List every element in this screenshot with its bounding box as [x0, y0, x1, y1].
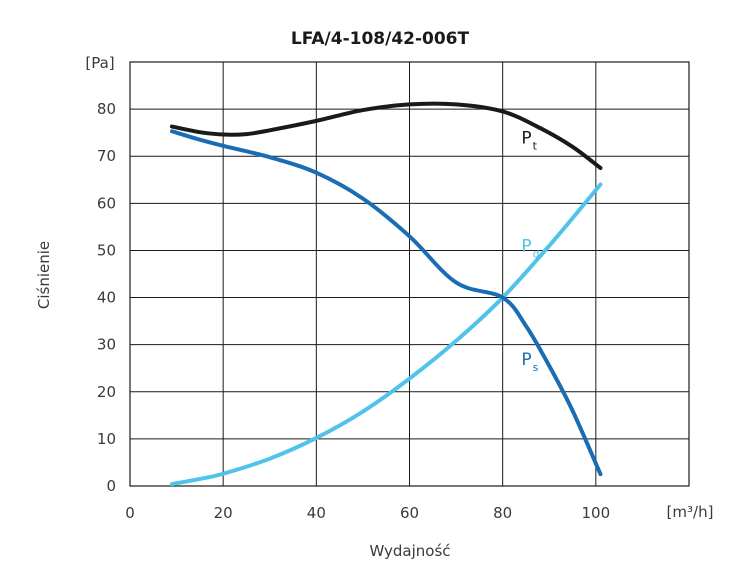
chart-title: LFA/4-108/42-006T [291, 29, 470, 49]
series-lines [169, 101, 603, 487]
series-line-pd [169, 182, 603, 487]
series-label-pt: Pt [521, 128, 537, 152]
y-tick-label: 80 [97, 100, 116, 118]
series-label-pd: Pd [521, 237, 539, 261]
y-tick-label: 20 [97, 383, 116, 401]
x-tick-label: 80 [493, 504, 512, 522]
x-tick-label: 60 [400, 504, 419, 522]
y-tick-label: 30 [97, 336, 116, 354]
y-axis-ticks: 0 10 20 30 40 50 60 70 80 [97, 100, 116, 495]
x-tick-label: 0 [125, 504, 135, 522]
y-axis-unit: [Pa] [85, 54, 114, 72]
y-axis-label: Ciśnienie [35, 241, 53, 309]
y-tick-label: 10 [97, 430, 116, 448]
x-axis-label: Wydajność [369, 542, 450, 560]
x-axis-ticks: 0 20 40 60 80 100 [125, 504, 610, 522]
series-labels: Pt Pd Ps [521, 128, 539, 373]
series-line-ps [169, 129, 603, 477]
y-tick-label: 70 [97, 147, 116, 165]
x-tick-label: 100 [582, 504, 611, 522]
series-line-pt [169, 101, 603, 170]
y-tick-label: 50 [97, 241, 116, 259]
y-tick-label: 40 [97, 289, 116, 307]
x-tick-label: 20 [214, 504, 233, 522]
series-label-ps: Ps [521, 350, 538, 374]
x-tick-label: 40 [307, 504, 326, 522]
y-tick-label: 0 [106, 477, 116, 495]
plot-frame [129, 61, 690, 487]
y-tick-label: 60 [97, 194, 116, 212]
grid [130, 62, 689, 486]
x-axis-unit: [m³/h] [667, 503, 714, 521]
